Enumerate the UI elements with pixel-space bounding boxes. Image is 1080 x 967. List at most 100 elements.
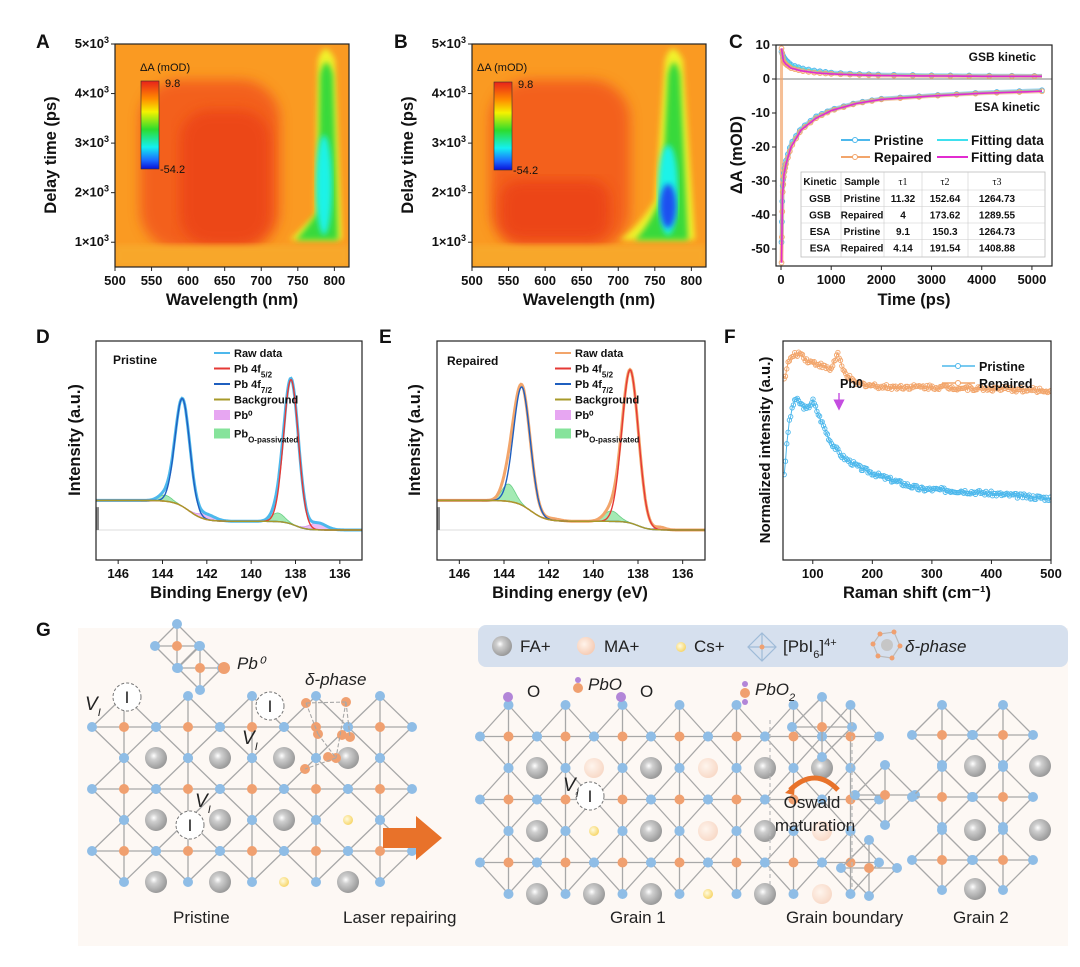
bond: [850, 736, 880, 769]
bond: [650, 862, 680, 895]
bond: [793, 736, 823, 769]
iodide-atom: [503, 889, 514, 899]
x-tick-label: 700: [607, 273, 629, 288]
iodide-atom: [195, 641, 205, 651]
iodide-atom: [183, 691, 193, 701]
panel-a: A ΔA (mOD) 9.8 -54.2 500 550 600 650 700 750 8…: [36, 32, 350, 309]
table-cell: ESA: [810, 244, 831, 255]
y-tick-label: 3×103: [75, 134, 109, 150]
data-point: [785, 359, 791, 365]
schematic-background: [78, 628, 1068, 946]
table-header: τ2: [940, 177, 949, 188]
iodide-atom: [998, 825, 1008, 835]
data-point: [835, 349, 841, 356]
data-point: [963, 384, 969, 390]
legend-c: Pristine Repaired Fitting data Fitting d…: [841, 133, 1044, 165]
tick-mantissa: 1×10: [432, 234, 461, 249]
fa-cation: [1029, 755, 1051, 777]
iodide-atom: [560, 763, 571, 773]
data-point: [840, 367, 846, 373]
x-tick-label: 146: [448, 566, 470, 581]
iodide-atom: [150, 641, 160, 651]
legend-swatch: [555, 410, 571, 420]
bond: [679, 736, 709, 769]
legend-label: Pb 4f5/2: [575, 364, 614, 380]
iodide-atom: [560, 889, 571, 899]
left-marker: [437, 507, 440, 530]
x-tick-label: 136: [672, 566, 694, 581]
bond: [123, 850, 157, 883]
label-grain2: Grain 2: [953, 908, 1009, 927]
y-axis-label-a: Delay time (ps): [42, 96, 60, 213]
table-header: τ3: [992, 177, 1001, 188]
y-tick-label: 4×103: [75, 85, 109, 101]
data-point: [962, 487, 968, 494]
data-point: [1022, 492, 1028, 498]
label-delta-phase: δ-phase: [305, 670, 366, 689]
iodine-label: I: [588, 787, 593, 806]
iodide-atom: [998, 700, 1008, 710]
bond: [219, 850, 253, 883]
bond: [536, 799, 566, 832]
bond: [176, 623, 200, 647]
x-tick-label: 138: [285, 566, 307, 581]
lattice-pristine: I I I: [87, 619, 417, 893]
fa-cation: [754, 883, 776, 905]
bond: [941, 829, 973, 861]
x-tick-label: 142: [538, 566, 560, 581]
bond: [283, 850, 317, 883]
data-point: [784, 441, 790, 447]
iodide-atom: [311, 877, 321, 887]
bond: [508, 799, 538, 832]
lead-atom: [560, 857, 571, 868]
data-point: [824, 109, 831, 116]
data-point: [882, 385, 888, 391]
data-point: [789, 405, 795, 411]
iodide-atom: [760, 731, 770, 742]
bond: [219, 726, 253, 759]
bond: [536, 704, 566, 737]
bond: [283, 819, 317, 852]
iodide-atom: [503, 826, 514, 836]
bond: [764, 830, 794, 863]
legend-marker-pristine: [852, 137, 858, 143]
iodide-atom: [674, 763, 685, 773]
bond: [199, 667, 223, 691]
y-tick-label: 1×103: [432, 233, 466, 249]
cs-cation: [279, 877, 289, 887]
tick-exponent: 3: [461, 184, 466, 194]
x-tick-label: 600: [534, 273, 556, 288]
table-cell: 150.3: [932, 227, 957, 238]
background-line: [96, 499, 362, 531]
lead-atom: [560, 794, 571, 805]
lead-atom: [617, 857, 628, 868]
iodide-atom: [646, 794, 656, 805]
data-point: [1039, 388, 1045, 394]
tick-mantissa: 3×10: [432, 135, 461, 150]
data-point: [898, 382, 904, 389]
lead-atom: [731, 857, 742, 868]
iodide-atom: [937, 700, 947, 710]
bond: [347, 757, 381, 790]
lead-atom: [247, 722, 257, 732]
bond: [123, 757, 157, 790]
data-point: [845, 458, 852, 464]
data-point: [807, 119, 814, 126]
bond: [154, 623, 178, 647]
data-point: [947, 489, 954, 495]
x-tick-label: 0: [777, 272, 784, 287]
x-tick-label: 650: [214, 273, 236, 288]
lead-atom: [998, 730, 1008, 740]
data-point: [835, 446, 841, 452]
iodide-atom: [731, 763, 742, 773]
iodide-atom: [845, 889, 856, 899]
colorbar-max-a: 9.8: [165, 78, 180, 90]
x-tick-label: 3000: [917, 272, 946, 287]
iodide-atom: [674, 700, 685, 710]
bond: [736, 736, 766, 769]
lead-atom: [183, 846, 193, 856]
table-cell: 9.1: [896, 227, 910, 238]
table-cell: Pristine: [844, 194, 881, 205]
lead-atom: [503, 857, 514, 868]
bond: [379, 788, 413, 821]
